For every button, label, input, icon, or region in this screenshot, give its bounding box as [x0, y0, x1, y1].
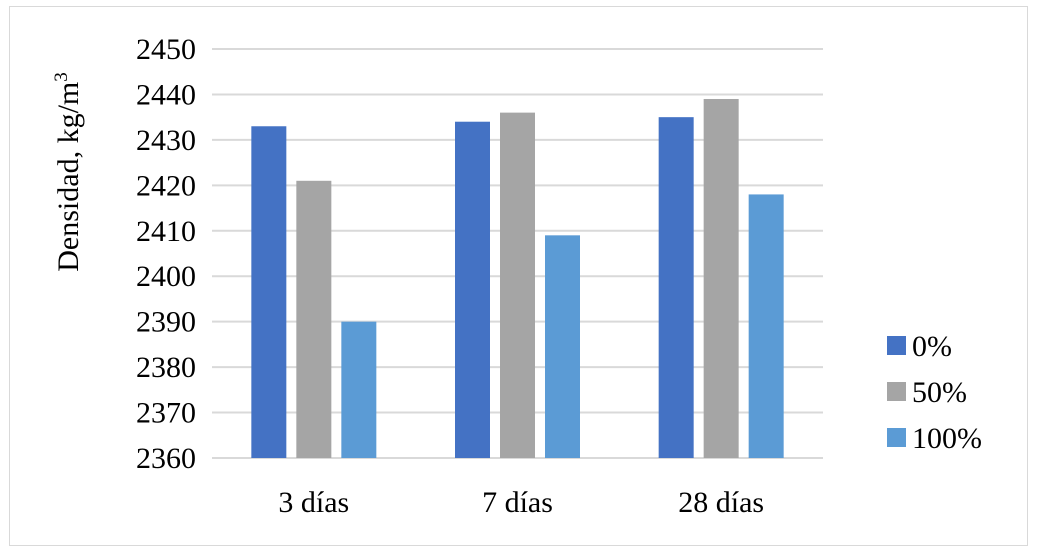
legend-label: 100%	[912, 422, 982, 455]
y-axis-title: Densidad, kg/m3	[51, 72, 85, 271]
x-category-label: 7 días	[482, 486, 553, 519]
x-category-label: 3 días	[278, 486, 349, 519]
bar-100pct-1	[545, 235, 580, 458]
x-axis-categories: 3 días 7 días 28 días	[278, 486, 764, 519]
y-axis-ticks: 2360 2370 2380 2390 2400 2410 2420 2430 2440 2450	[136, 33, 196, 475]
y-tick-label: 2380	[136, 351, 196, 384]
y-axis-title-superscript: 3	[51, 72, 72, 82]
x-category-label: 28 días	[678, 486, 764, 519]
y-tick-label: 2400	[136, 260, 196, 293]
y-tick-label: 2450	[136, 33, 196, 66]
y-tick-label: 2390	[136, 306, 196, 339]
bar-100pct-2	[748, 194, 784, 458]
bars	[251, 98, 784, 459]
y-tick-label: 2360	[136, 442, 196, 475]
y-tick-label: 2370	[136, 397, 196, 430]
y-tick-label: 2440	[136, 78, 196, 111]
y-tick-label: 2410	[136, 215, 196, 248]
bar-50pct-0	[296, 180, 332, 459]
legend-swatch	[887, 428, 906, 447]
legend: 0% 50% 100%	[887, 330, 982, 455]
bar-0pct-1	[455, 121, 490, 458]
bar-50pct-2	[703, 98, 739, 458]
bar-0pct-2	[658, 117, 694, 459]
bar-50pct-1	[500, 112, 535, 458]
bar-100pct-0	[341, 321, 377, 458]
y-tick-label: 2420	[136, 169, 196, 202]
y-tick-label: 2430	[136, 124, 196, 157]
legend-swatch	[887, 382, 906, 401]
bar-0pct-0	[251, 126, 287, 458]
y-axis-title-text: Densidad, kg/m	[52, 82, 85, 272]
legend-swatch	[887, 336, 906, 355]
legend-label: 50%	[912, 376, 967, 409]
legend-label: 0%	[912, 330, 952, 363]
